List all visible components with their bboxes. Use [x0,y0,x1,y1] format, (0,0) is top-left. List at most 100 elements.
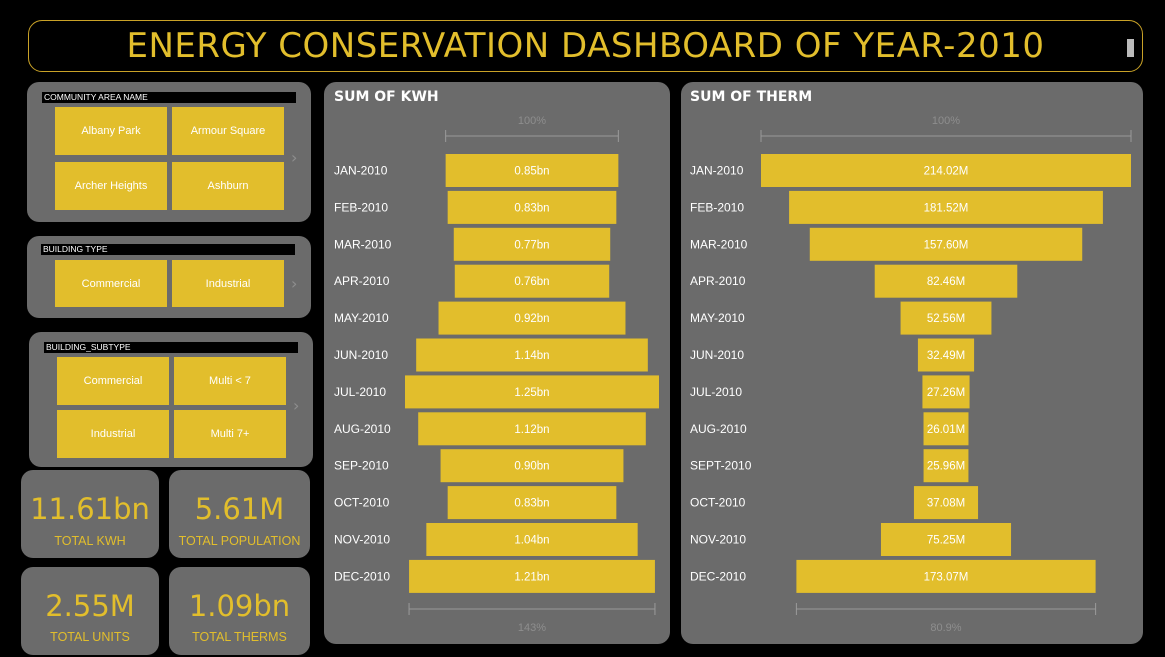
chevron-right-icon[interactable]: › [293,396,300,415]
funnel-bar-value-label: 0.92bn [514,313,549,325]
funnel-bar-value-label: 32.49M [927,350,965,362]
slicer-item-multi-lt-7[interactable]: Multi < 7 [174,357,286,405]
funnel-category-label: OCT-2010 [690,496,746,510]
total-population-label: TOTAL POPULATION [178,534,301,548]
slicer-item-commercial[interactable]: Commercial [55,260,167,307]
slicer-item-industrial-subtype[interactable]: Industrial [57,410,169,458]
total-therms-value: 1.09bn [188,589,291,623]
funnel-bar-value-label: 0.83bn [514,202,549,214]
building-type-slicer: BUILDING TYPE Commercial Industrial › [27,236,311,318]
funnel-category-label: NOV-2010 [334,533,390,547]
funnel-bar-value-label: 181.52M [924,202,969,214]
funnel-category-label: APR-2010 [334,274,390,288]
funnel-category-label: JAN-2010 [334,164,388,178]
funnel-bar[interactable] [447,486,617,520]
funnel-bar-value-label: 75.25M [927,535,965,547]
kwh-chart-title: SUM OF KWH [334,89,439,105]
slicer-item-industrial[interactable]: Industrial [172,260,284,307]
funnel-category-label: MAY-2010 [690,311,745,325]
funnel-bar[interactable] [789,190,1103,224]
kwh-funnel-chart: 100% 0.85bn JAN-2010 0.83bn FEB-2010 0.77bn MA… [334,115,659,634]
total-kwh-value: 11.61bn [30,492,150,526]
funnel-bar[interactable] [913,486,979,520]
funnel-category-label: AUG-2010 [334,422,391,436]
funnel-bar-value-label: 0.90bn [514,461,549,473]
funnel-bar-value-label: 0.83bn [514,498,549,510]
total-units-card: 2.55M TOTAL UNITS [21,567,159,655]
funnel-bar[interactable] [923,449,969,483]
funnel-bar-value-label: 0.77bn [514,239,549,251]
funnel-bar[interactable] [796,559,1096,593]
funnel-category-label: MAR-2010 [334,237,392,251]
funnel-bar-value-label: 27.26M [927,387,965,399]
funnel-bar[interactable] [453,227,611,261]
funnel-category-label: MAY-2010 [334,311,389,325]
funnel-category-label: JUN-2010 [334,348,388,362]
funnel-bar[interactable] [917,338,975,372]
slicer-item-commercial-subtype[interactable]: Commercial [57,357,169,405]
total-therms-label: TOTAL THERMS [192,630,287,644]
funnel-bar-value-label: 52.56M [927,313,965,325]
funnel-top-pct-label: 100% [932,115,960,127]
kwh-funnel-panel: SUM OF KWH 100% 0.85bn JAN-2010 0.83bn FEB-2… [324,82,670,644]
funnel-bar-value-label: 0.85bn [514,166,549,178]
total-kwh-label: TOTAL KWH [54,534,126,548]
funnel-category-label: JUL-2010 [690,385,742,399]
chevron-right-icon[interactable]: › [291,148,298,167]
total-population-card: 5.61M TOTAL POPULATION [169,470,310,558]
funnel-bar[interactable] [418,412,646,446]
total-units-value: 2.55M [45,589,135,623]
funnel-category-label: MAR-2010 [690,237,748,251]
funnel-bar[interactable] [880,523,1012,556]
funnel-bar[interactable] [447,190,617,224]
slicer-item-archer-heights[interactable]: Archer Heights [55,162,167,210]
funnel-category-label: SEPT-2010 [690,459,752,473]
funnel-bar-value-label: 37.08M [927,498,965,510]
scrollbar-handle[interactable] [1127,39,1134,57]
funnel-bar[interactable] [454,264,610,298]
funnel-bar[interactable] [922,375,970,409]
total-population-value: 5.61M [194,492,285,526]
slicer-item-ashburn[interactable]: Ashburn [172,162,284,210]
funnel-bar-value-label: 26.01M [927,424,965,436]
funnel-category-label: DEC-2010 [690,569,746,583]
community-area-slicer-header: COMMUNITY AREA NAME [42,92,296,103]
total-therms-card: 1.09bn TOTAL THERMS [169,567,310,655]
funnel-bar-value-label: 1.14bn [514,350,549,362]
funnel-bar[interactable] [923,412,969,446]
funnel-bar-value-label: 173.07M [924,571,969,583]
funnel-category-label: JUL-2010 [334,385,386,399]
funnel-bar-value-label: 157.60M [924,239,969,251]
therm-chart-title: SUM OF THERM [690,89,813,105]
chevron-right-icon[interactable]: › [291,274,298,293]
funnel-bar[interactable] [809,227,1083,261]
funnel-category-label: OCT-2010 [334,496,390,510]
funnel-bar[interactable] [440,449,624,483]
funnel-category-label: NOV-2010 [690,533,746,547]
community-area-slicer: COMMUNITY AREA NAME Albany Park Armour S… [27,82,311,222]
funnel-bar[interactable] [438,301,626,335]
building-subtype-slicer: BUILDING_SUBTYPE Commercial Multi < 7 In… [29,332,313,467]
funnel-category-label: DEC-2010 [334,569,390,583]
funnel-bar[interactable] [874,264,1018,298]
funnel-bar[interactable] [445,154,619,187]
building-type-slicer-header: BUILDING TYPE [41,244,295,255]
funnel-bottom-pct-label: 143% [518,622,546,634]
funnel-bar[interactable] [416,338,648,372]
slicer-item-armour-square[interactable]: Armour Square [172,107,284,155]
funnel-bar[interactable] [761,154,1131,187]
funnel-category-label: APR-2010 [690,274,746,288]
slicer-item-multi-7-plus[interactable]: Multi 7+ [174,410,286,458]
funnel-top-pct-label: 100% [518,115,546,127]
funnel-bar[interactable] [900,301,992,335]
funnel-bar-value-label: 0.76bn [514,276,549,288]
page-title: ENERGY CONSERVATION DASHBOARD OF YEAR-20… [126,26,1045,66]
funnel-bar[interactable] [409,559,655,593]
funnel-category-label: AUG-2010 [690,422,747,436]
funnel-bar-value-label: 1.25bn [514,387,549,399]
slicer-item-albany-park[interactable]: Albany Park [55,107,167,155]
funnel-bar[interactable] [405,375,659,409]
funnel-bar[interactable] [426,523,638,556]
building-subtype-slicer-header: BUILDING_SUBTYPE [44,342,298,353]
funnel-bar-value-label: 1.12bn [514,424,549,436]
